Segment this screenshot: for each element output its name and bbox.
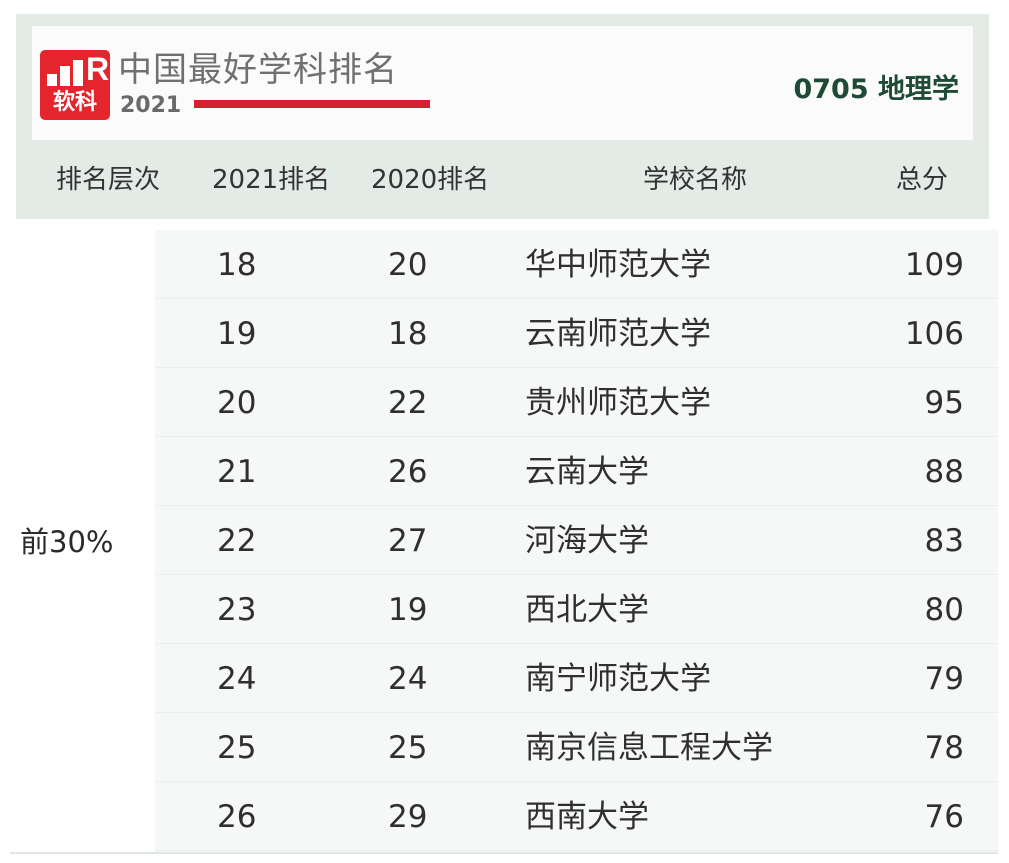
score-cell: 83 — [924, 523, 964, 559]
score-cell: 95 — [924, 385, 964, 421]
school-name-cell: 南京信息工程大学 — [525, 730, 773, 766]
logo-letter: R — [86, 51, 110, 87]
logo-bar — [47, 74, 57, 86]
rank-2021-cell: 24 — [217, 661, 257, 697]
rank-2020-cell: 22 — [388, 385, 428, 421]
rank-2020-cell: 24 — [388, 661, 428, 697]
rank-2021-cell: 22 — [217, 523, 257, 559]
column-header-rank-2020: 2020排名 — [371, 165, 490, 195]
table-bottom-border — [10, 852, 998, 854]
table-row: 23 19 西北大学 80 — [155, 575, 998, 644]
score-cell: 88 — [924, 454, 964, 490]
school-name-cell: 西南大学 — [525, 799, 649, 835]
table-row: 26 29 西南大学 76 — [155, 782, 998, 851]
column-header-level: 排名层次 — [56, 165, 161, 195]
rows-area: 18 20 华中师范大学 109 19 18 云南师范大学 106 20 22 … — [155, 230, 998, 852]
rank-2021-cell: 25 — [217, 730, 257, 766]
school-name-cell: 贵州师范大学 — [525, 385, 711, 421]
rank-2021-cell: 26 — [217, 799, 257, 835]
logo-text: 软科 — [52, 90, 97, 115]
rank-2020-cell: 26 — [388, 454, 428, 490]
rank-2021-cell: 20 — [217, 385, 257, 421]
title-underline — [194, 100, 430, 108]
score-cell: 78 — [924, 730, 964, 766]
rank-2021-cell: 21 — [217, 454, 257, 490]
rank-2020-cell: 18 — [388, 316, 428, 352]
ranking-header: R 软科 中国最好学科排名 2021 0705 地理学 排名层次 2021排名 … — [16, 14, 989, 219]
column-header-rank-2021: 2021排名 — [212, 165, 331, 195]
ranking-year: 2021 — [120, 93, 182, 118]
school-name-cell: 云南师范大学 — [525, 316, 711, 352]
subject-label: 0705 地理学 — [793, 74, 959, 105]
score-cell: 106 — [904, 316, 964, 352]
rank-2020-cell: 25 — [388, 730, 428, 766]
score-cell: 109 — [904, 247, 964, 283]
score-cell: 79 — [924, 661, 964, 697]
shanghairanking-logo: R 软科 — [40, 50, 110, 120]
rank-2020-cell: 20 — [388, 247, 428, 283]
school-name-cell: 华中师范大学 — [525, 247, 711, 283]
school-name-cell: 西北大学 — [525, 592, 649, 628]
rank-2021-cell: 18 — [217, 247, 257, 283]
ranking-table: 前30% 18 20 华中师范大学 109 19 18 云南师范大学 106 2… — [10, 230, 998, 852]
column-header-score: 总分 — [896, 165, 949, 195]
table-row: 19 18 云南师范大学 106 — [155, 299, 998, 368]
school-name-cell: 河海大学 — [525, 523, 649, 559]
table-row: 20 22 贵州师范大学 95 — [155, 368, 998, 437]
table-row: 25 25 南京信息工程大学 78 — [155, 713, 998, 782]
page-title: 中国最好学科排名 — [118, 50, 398, 90]
level-column: 前30% — [10, 230, 155, 852]
rank-2020-cell: 29 — [388, 799, 428, 835]
rank-2020-cell: 27 — [388, 523, 428, 559]
header-card — [32, 26, 973, 140]
table-row: 24 24 南宁师范大学 79 — [155, 644, 998, 713]
table-row: 22 27 河海大学 83 — [155, 506, 998, 575]
rank-2021-cell: 23 — [217, 592, 257, 628]
rank-2021-cell: 19 — [217, 316, 257, 352]
column-header-school: 学校名称 — [643, 165, 748, 195]
school-name-cell: 南宁师范大学 — [525, 661, 711, 697]
school-name-cell: 云南大学 — [525, 454, 649, 490]
rank-2020-cell: 19 — [388, 592, 428, 628]
score-cell: 76 — [924, 799, 964, 835]
table-row: 21 26 云南大学 88 — [155, 437, 998, 506]
level-label: 前30% — [20, 525, 114, 559]
score-cell: 80 — [924, 592, 964, 628]
table-row: 18 20 华中师范大学 109 — [155, 230, 998, 299]
logo-bar — [60, 66, 70, 86]
logo-bar — [73, 60, 83, 86]
